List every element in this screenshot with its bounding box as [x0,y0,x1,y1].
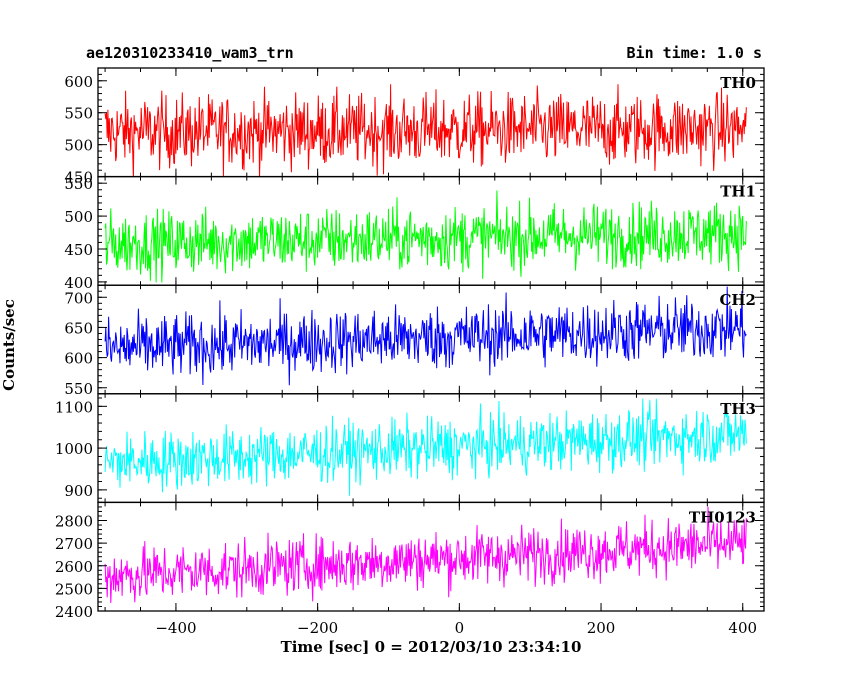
series-line-ch2 [104,286,747,386]
y-axis-label: Counts/sec [0,299,18,391]
chart-title: ae120310233410_wam3_trn [86,44,294,62]
x-tick-label: 200 [587,619,616,637]
panel-label-th1: TH1 [720,183,756,201]
x-tick-label: −400 [155,619,196,637]
panel-frame-th3 [97,393,765,504]
y-tick-label: 1000 [55,440,93,458]
y-tick-label: 2700 [55,535,93,553]
y-tick-label: 2800 [55,513,93,531]
series-line-th0 [104,84,747,177]
x-tick-label: −200 [297,619,338,637]
y-tick-label: 500 [64,137,93,155]
x-tick-label: 400 [728,619,757,637]
y-tick-label: 2500 [55,580,93,598]
y-tick-label: 550 [64,175,93,193]
y-tick-label: 900 [64,482,93,500]
y-tick-label: 600 [64,350,93,368]
series-line-th0123 [104,506,747,604]
y-tick-label: 650 [64,319,93,337]
y-tick-label: 600 [64,73,93,91]
panel-label-th0123: TH0123 [689,508,756,526]
y-tick-label: 2400 [55,603,93,621]
panel-label-th0: TH0 [720,74,756,92]
y-tick-label: 550 [64,105,93,123]
panel-label-ch2: CH2 [719,291,756,309]
y-tick-label: 450 [64,241,93,259]
bin-time-label: Bin time: 1.0 s [626,44,762,62]
y-tick-label: 500 [64,208,93,226]
y-tick-label: 400 [64,274,93,292]
y-tick-label: 700 [64,289,93,307]
y-tick-label: 2600 [55,558,93,576]
y-tick-label: 550 [64,380,93,398]
x-axis-label: Time [sec] 0 = 2012/03/10 23:34:10 [280,638,582,656]
y-tick-label: 450 [64,169,93,187]
y-tick-label: 1100 [55,398,93,416]
x-tick-label: 0 [455,619,465,637]
series-line-th3 [104,398,747,496]
series-line-th1 [104,190,747,283]
panel-label-th3: TH3 [720,400,756,418]
